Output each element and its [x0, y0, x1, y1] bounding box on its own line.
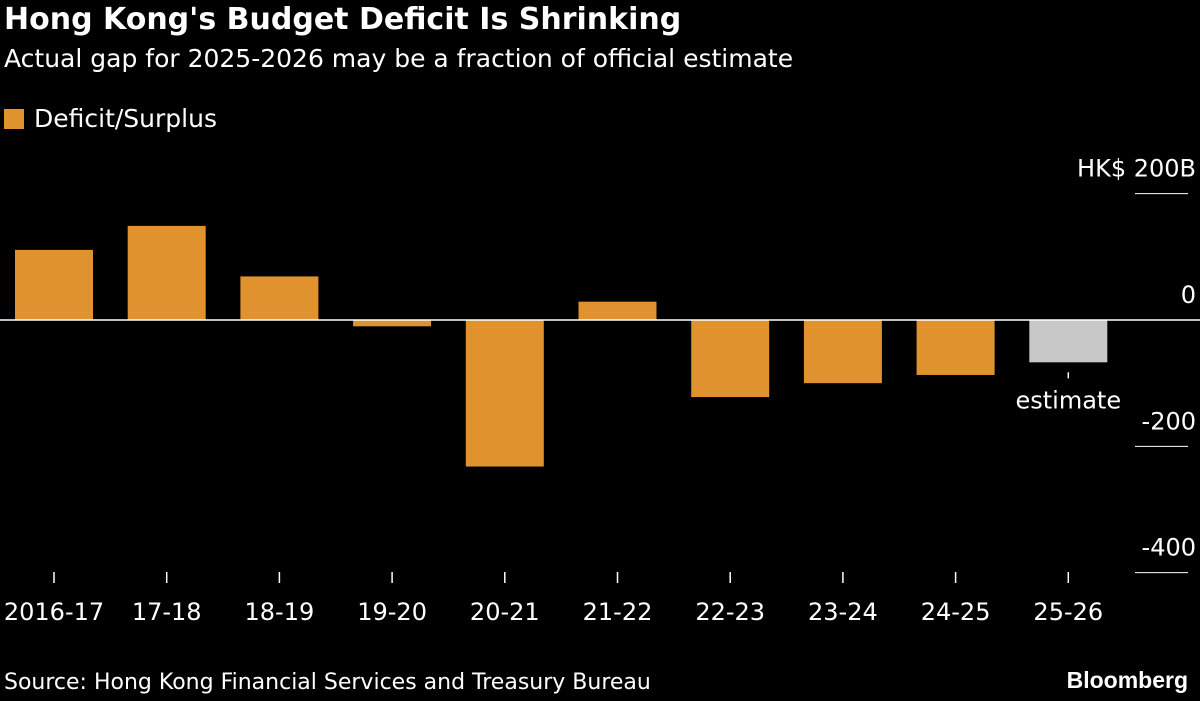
x-tick-label: 22-23	[695, 598, 765, 626]
x-tick-label: 24-25	[921, 598, 991, 626]
source-note: Source: Hong Kong Financial Services and…	[4, 670, 651, 695]
bar-24-25	[916, 320, 995, 375]
annotation-estimate: estimate	[1015, 386, 1121, 414]
y-tick-label: -400	[1142, 534, 1196, 562]
x-tick-label: 17-18	[132, 598, 202, 626]
bar-19-20	[353, 320, 432, 327]
bar-21-22	[578, 301, 657, 320]
x-tick-label: 23-24	[808, 598, 878, 626]
x-tick-label: 18-19	[245, 598, 315, 626]
legend: Deficit/Surplus	[4, 104, 217, 133]
x-tick-label: 2016-17	[4, 598, 104, 626]
bloomberg-logo: Bloomberg	[1066, 667, 1188, 693]
bar-2016-17	[15, 249, 93, 320]
bar-18-19	[240, 276, 319, 320]
bar-17-18	[127, 225, 206, 320]
x-tick-label: 20-21	[470, 598, 540, 626]
y-tick-label: 0	[1181, 281, 1196, 309]
x-tick-label: 25-26	[1033, 598, 1103, 626]
bar-23-24	[803, 320, 882, 384]
bar-20-21	[465, 320, 544, 467]
y-tick-label: HK$ 200B	[1077, 155, 1196, 183]
legend-label: Deficit/Surplus	[34, 104, 217, 133]
legend-swatch	[4, 108, 24, 129]
y-tick-label: -200	[1142, 407, 1196, 435]
x-tick-label: 19-20	[357, 598, 427, 626]
x-tick-label: 21-22	[583, 598, 653, 626]
bar-22-23	[691, 320, 770, 398]
chart-title: Hong Kong's Budget Deficit Is Shrinking	[4, 2, 682, 37]
bar-25-26	[1029, 320, 1108, 363]
chart-subtitle: Actual gap for 2025-2026 may be a fracti…	[4, 44, 794, 73]
